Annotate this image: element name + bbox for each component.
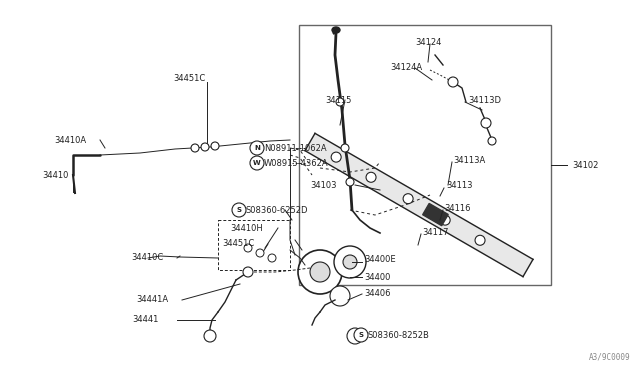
Text: 34400: 34400 — [364, 273, 390, 282]
Text: S: S — [358, 332, 364, 338]
Text: 34406: 34406 — [364, 289, 390, 298]
Text: A3/9C0009: A3/9C0009 — [588, 353, 630, 362]
Circle shape — [250, 141, 264, 155]
Circle shape — [201, 143, 209, 151]
Text: 34116: 34116 — [444, 203, 470, 212]
Text: 34441: 34441 — [132, 315, 158, 324]
Circle shape — [346, 178, 354, 186]
Text: W: W — [253, 160, 261, 166]
Text: S: S — [237, 207, 241, 213]
Circle shape — [331, 152, 341, 162]
Text: 34410H: 34410H — [230, 224, 263, 232]
Text: 34410C: 34410C — [131, 253, 163, 263]
Text: 34400E: 34400E — [364, 256, 396, 264]
Circle shape — [347, 328, 363, 344]
Text: 34113: 34113 — [446, 180, 472, 189]
Text: 34451C: 34451C — [222, 238, 254, 247]
Circle shape — [334, 246, 366, 278]
Circle shape — [481, 118, 491, 128]
Text: 34124A: 34124A — [390, 62, 422, 71]
Circle shape — [448, 77, 458, 87]
Text: N08911-1062A: N08911-1062A — [264, 144, 326, 153]
Circle shape — [403, 194, 413, 204]
Text: 34103: 34103 — [310, 180, 337, 189]
Circle shape — [440, 215, 450, 225]
Circle shape — [341, 144, 349, 152]
Text: 34115: 34115 — [325, 96, 351, 105]
Circle shape — [366, 172, 376, 182]
Circle shape — [298, 250, 342, 294]
Bar — [299, 25, 551, 285]
Bar — [422, 203, 448, 226]
Circle shape — [330, 286, 350, 306]
Circle shape — [244, 244, 252, 252]
Circle shape — [336, 98, 344, 106]
Text: 34113D: 34113D — [468, 96, 501, 105]
Text: 34102: 34102 — [572, 160, 598, 170]
Text: W08915-4362A: W08915-4362A — [264, 158, 328, 167]
Text: 34113A: 34113A — [453, 155, 485, 164]
Polygon shape — [305, 133, 533, 277]
Circle shape — [232, 203, 246, 217]
Circle shape — [343, 255, 357, 269]
Text: 34410A: 34410A — [54, 135, 86, 144]
Circle shape — [191, 144, 199, 152]
Circle shape — [243, 267, 253, 277]
Text: 34124: 34124 — [415, 38, 442, 46]
Circle shape — [250, 156, 264, 170]
Ellipse shape — [332, 27, 340, 33]
Text: 34410: 34410 — [42, 170, 68, 180]
Circle shape — [211, 142, 219, 150]
Circle shape — [310, 262, 330, 282]
Text: S08360-6252D: S08360-6252D — [246, 205, 308, 215]
Circle shape — [204, 330, 216, 342]
Text: 34441A: 34441A — [136, 295, 168, 305]
Circle shape — [256, 249, 264, 257]
Circle shape — [488, 137, 496, 145]
Text: N: N — [254, 145, 260, 151]
Text: 34117: 34117 — [422, 228, 449, 237]
Circle shape — [475, 235, 485, 245]
Circle shape — [268, 254, 276, 262]
Circle shape — [354, 328, 368, 342]
Text: S08360-8252B: S08360-8252B — [368, 330, 430, 340]
Text: 34451C: 34451C — [173, 74, 205, 83]
